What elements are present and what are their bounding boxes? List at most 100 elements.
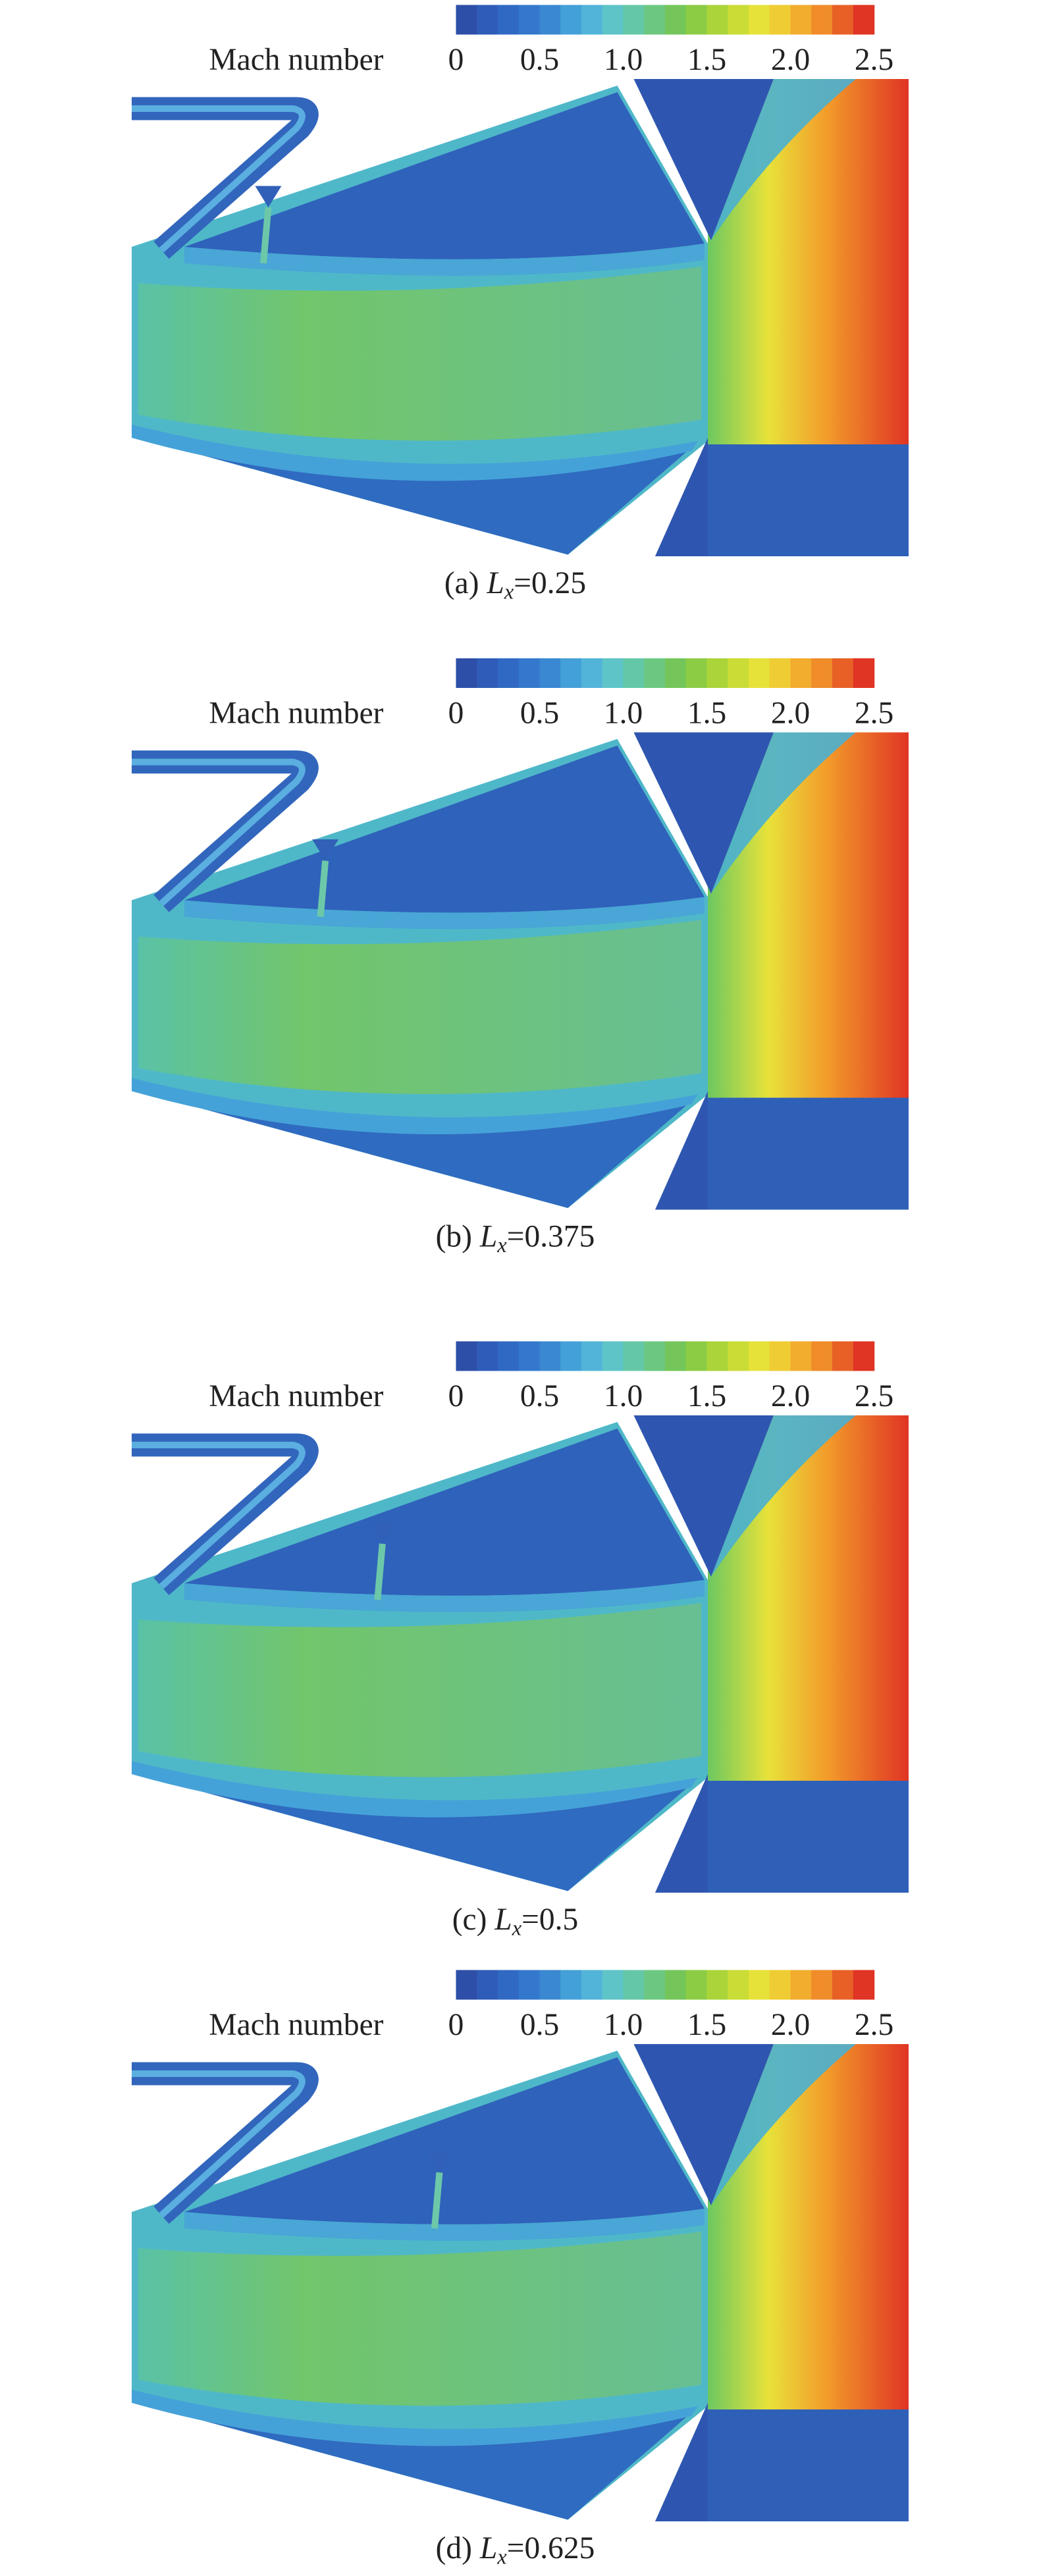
colorbar-segment <box>602 1970 624 2000</box>
panel: Mach number 0 0.5 1.0 1.5 2.0 2.5 (b) Lx=0.375 <box>132 658 909 1257</box>
colorbar-segment <box>498 1341 519 1371</box>
colorbar-tick-label: 1.0 <box>604 1379 643 1413</box>
colorbar-segment <box>518 1341 541 1371</box>
cavity-shear <box>184 1580 705 1612</box>
core-flow <box>138 920 701 1094</box>
colorbar-tick-label: 1.5 <box>687 696 726 730</box>
colorbar-segment <box>728 658 749 688</box>
colorbar-segment <box>518 5 541 35</box>
colorbar-segment <box>665 658 687 688</box>
colorbar-segment <box>477 658 498 688</box>
colorbar-segment <box>518 658 541 688</box>
colorbar-segment <box>539 658 561 688</box>
colorbar-segment <box>623 5 645 35</box>
colorbar-segment <box>832 5 854 35</box>
caption-prefix: (d) <box>436 2531 480 2565</box>
lower-shear <box>132 1078 698 1134</box>
colorbar-label: Mach number <box>209 1379 383 1413</box>
caption: (a) Lx=0.25 <box>444 566 586 604</box>
colorbar-segment <box>706 5 728 35</box>
colorbar-tick-label: 0.5 <box>520 696 559 730</box>
caption-variable: L <box>486 566 504 600</box>
caption-prefix: (a) <box>444 566 487 600</box>
upper-cavity <box>184 2057 705 2224</box>
upper-cavity <box>184 1429 705 1596</box>
colorbar-segment <box>602 658 624 688</box>
upper-wedge <box>633 79 774 240</box>
cavity-shear <box>184 2209 705 2241</box>
caption-variable: L <box>479 2531 497 2565</box>
upper-shear <box>711 79 856 240</box>
exhaust-lower <box>708 444 909 556</box>
colorbar-tick-label: 1.5 <box>687 43 726 77</box>
colorbar-segment <box>560 658 582 688</box>
caption-suffix: =0.625 <box>507 2531 595 2565</box>
colorbar-segment <box>560 1970 582 2000</box>
lower-wall-flow <box>132 1090 691 1208</box>
colorbar-tick-label: 2.5 <box>855 43 893 77</box>
colorbar-tick-label: 2.0 <box>771 696 810 730</box>
exhaust-lower <box>708 1781 909 1893</box>
lower-wall-flow <box>132 436 691 555</box>
lower-wall-flow <box>132 2401 691 2520</box>
core-flow <box>138 1603 701 1777</box>
colorbar-segment <box>832 1970 854 2000</box>
colorbar-segment <box>790 1970 812 2000</box>
caption-variable: L <box>494 1903 512 1937</box>
exhaust-lower <box>708 2409 909 2521</box>
colorbar-segment <box>644 1970 666 2000</box>
colorbar-segment <box>498 5 519 35</box>
colorbar-segment <box>602 1341 624 1371</box>
colorbar-segment <box>581 1970 603 2000</box>
colorbar-segment <box>602 5 624 35</box>
colorbar-label: Mach number <box>209 43 383 77</box>
colorbar-tick-label: 2.5 <box>855 696 893 730</box>
colorbar-segment <box>477 5 498 35</box>
colorbar-tick-label: 1.0 <box>604 43 643 77</box>
lower-wedge <box>655 1091 708 1210</box>
colorbar-tick-label: 1.0 <box>604 696 643 730</box>
colorbar-segment <box>623 1970 645 2000</box>
colorbar-segment <box>644 5 666 35</box>
core-flow <box>138 2232 701 2406</box>
colorbar-segment <box>685 5 708 35</box>
core-flow <box>138 267 701 441</box>
colorbar-segment <box>498 1970 519 2000</box>
colorbar-segment <box>560 5 582 35</box>
caption: (d) Lx=0.625 <box>436 2531 595 2569</box>
caption-prefix: (b) <box>436 1219 480 1253</box>
lower-wedge <box>655 2403 708 2521</box>
colorbar-segment <box>811 1970 833 2000</box>
colorbar-segment <box>560 1341 582 1371</box>
colorbar-segment <box>665 1970 687 2000</box>
colorbar-segment <box>728 1970 749 2000</box>
caption-suffix: =0.25 <box>514 566 586 600</box>
colorbar-tick-label: 0.5 <box>520 1379 559 1413</box>
colorbar-segment <box>685 1341 708 1371</box>
colorbar-segment <box>456 658 477 688</box>
injector <box>426 2151 453 2172</box>
colorbar-segment <box>749 5 770 35</box>
inlet-duct-core <box>132 105 306 253</box>
caption: (c) Lx=0.5 <box>452 1903 579 1941</box>
inlet-duct-core <box>132 1442 306 1589</box>
lower-wall-flow <box>132 1772 691 1891</box>
colorbar-segment <box>644 658 666 688</box>
lower-shear <box>132 425 698 481</box>
colorbar-segment <box>728 1341 749 1371</box>
colorbar-segment <box>456 5 477 35</box>
colorbar-segment <box>581 658 603 688</box>
colorbar-label: Mach number <box>209 696 383 730</box>
upper-shear <box>711 1415 856 1577</box>
colorbar-segment <box>539 5 561 35</box>
panel: Mach number 0 0.5 1.0 1.5 2.0 2.5 (d) Lx=0.625 <box>132 1970 909 2569</box>
injector-jet <box>260 207 272 264</box>
colorbar-label: Mach number <box>209 2008 383 2042</box>
colorbar-tick-label: 2.0 <box>771 2008 810 2042</box>
colorbar-tick-label: 0 <box>448 43 464 77</box>
colorbar-segment <box>769 658 791 688</box>
colorbar-segment <box>456 1970 477 2000</box>
colorbar-tick-label: 0 <box>448 696 464 730</box>
colorbar-segment <box>581 5 603 35</box>
injector <box>369 1522 396 1544</box>
